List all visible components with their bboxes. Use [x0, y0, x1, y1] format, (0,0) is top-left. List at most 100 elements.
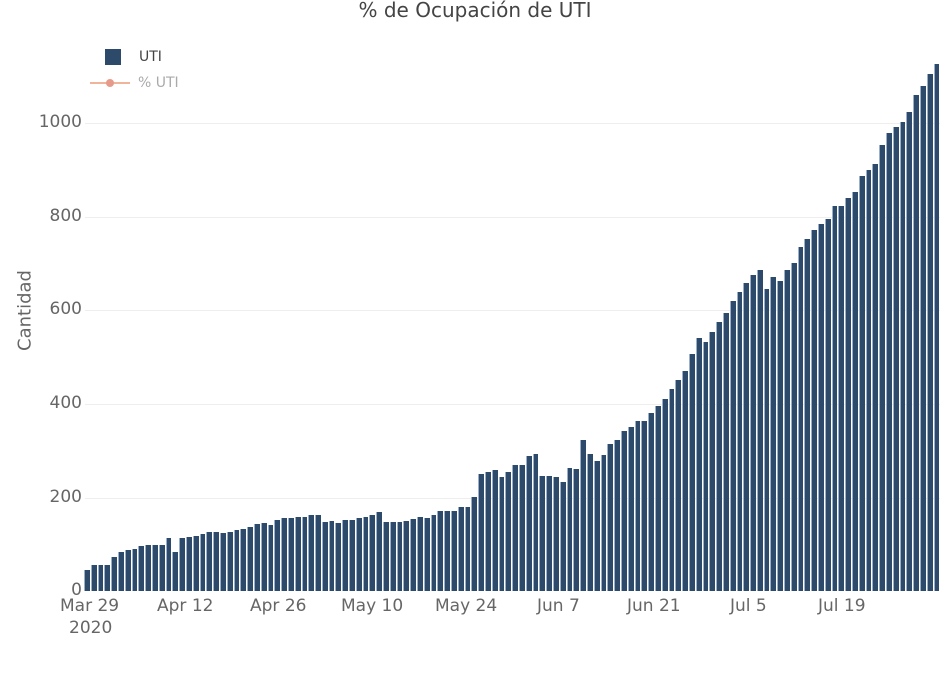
- bar[interactable]: [158, 545, 165, 591]
- bar[interactable]: [607, 444, 614, 591]
- bar[interactable]: [192, 536, 199, 591]
- bar[interactable]: [308, 515, 315, 591]
- bar[interactable]: [831, 205, 838, 591]
- bar[interactable]: [845, 197, 852, 591]
- bar[interactable]: [852, 191, 858, 591]
- bar[interactable]: [886, 132, 892, 591]
- bar[interactable]: [342, 519, 349, 591]
- bar[interactable]: [756, 269, 763, 591]
- bar[interactable]: [247, 526, 253, 591]
- bar[interactable]: [410, 518, 417, 591]
- bar[interactable]: [566, 467, 573, 591]
- bar[interactable]: [260, 523, 267, 591]
- bar[interactable]: [552, 476, 559, 591]
- bar[interactable]: [539, 475, 546, 591]
- bar[interactable]: [240, 529, 247, 591]
- bar[interactable]: [355, 518, 362, 591]
- bar[interactable]: [892, 127, 899, 591]
- bar[interactable]: [580, 439, 586, 591]
- bar[interactable]: [600, 454, 607, 591]
- bar[interactable]: [111, 556, 117, 591]
- bar[interactable]: [138, 546, 145, 591]
- bar[interactable]: [926, 73, 933, 591]
- bar[interactable]: [790, 262, 797, 591]
- bar[interactable]: [512, 465, 518, 591]
- bar[interactable]: [274, 519, 281, 591]
- bar[interactable]: [219, 532, 226, 591]
- bar[interactable]: [648, 413, 654, 591]
- bar[interactable]: [532, 453, 539, 591]
- bar[interactable]: [328, 520, 335, 591]
- bar[interactable]: [301, 517, 308, 591]
- bar[interactable]: [872, 164, 879, 591]
- bar[interactable]: [668, 388, 675, 591]
- bar[interactable]: [315, 515, 321, 591]
- bar[interactable]: [498, 476, 505, 591]
- bar[interactable]: [206, 532, 213, 591]
- bar[interactable]: [233, 530, 240, 591]
- bar[interactable]: [383, 522, 389, 591]
- bar[interactable]: [546, 475, 552, 591]
- bar[interactable]: [906, 111, 913, 591]
- bar[interactable]: [695, 337, 702, 591]
- legend-item-uti[interactable]: UTI: [90, 44, 179, 70]
- bar[interactable]: [145, 545, 151, 591]
- bar[interactable]: [464, 506, 471, 591]
- bar[interactable]: [620, 430, 627, 591]
- bar[interactable]: [369, 515, 376, 591]
- bar[interactable]: [702, 342, 709, 591]
- plot-area[interactable]: [84, 60, 940, 591]
- bar[interactable]: [593, 460, 600, 591]
- bar[interactable]: [457, 506, 464, 591]
- bar[interactable]: [688, 354, 695, 591]
- bar[interactable]: [743, 283, 750, 591]
- bar[interactable]: [430, 515, 437, 591]
- bar[interactable]: [403, 520, 410, 591]
- bar[interactable]: [899, 122, 906, 591]
- bar[interactable]: [97, 565, 104, 591]
- bar[interactable]: [736, 291, 743, 591]
- bar[interactable]: [437, 510, 444, 591]
- bar[interactable]: [722, 313, 729, 591]
- bar[interactable]: [682, 371, 688, 591]
- bar[interactable]: [913, 94, 920, 591]
- bar[interactable]: [777, 281, 784, 591]
- bar[interactable]: [485, 472, 491, 591]
- bar[interactable]: [376, 511, 383, 591]
- bar[interactable]: [84, 569, 90, 591]
- bar[interactable]: [865, 169, 872, 591]
- bar[interactable]: [763, 289, 770, 591]
- bar[interactable]: [444, 510, 451, 591]
- bar[interactable]: [213, 532, 219, 591]
- bar[interactable]: [396, 522, 403, 591]
- bar[interactable]: [661, 399, 668, 591]
- bar[interactable]: [784, 269, 790, 591]
- bar[interactable]: [641, 421, 648, 591]
- bar[interactable]: [417, 517, 423, 591]
- bar[interactable]: [525, 456, 532, 591]
- bar[interactable]: [451, 510, 457, 591]
- bar[interactable]: [811, 230, 818, 591]
- bar[interactable]: [818, 224, 824, 591]
- bar[interactable]: [750, 275, 756, 591]
- bar[interactable]: [179, 538, 185, 591]
- bar[interactable]: [491, 470, 498, 591]
- bar[interactable]: [675, 379, 682, 591]
- bar[interactable]: [124, 550, 131, 591]
- bar[interactable]: [104, 565, 111, 591]
- bar[interactable]: [199, 533, 206, 591]
- bar[interactable]: [471, 496, 478, 591]
- bar[interactable]: [920, 85, 926, 591]
- bar[interactable]: [151, 545, 158, 591]
- bar[interactable]: [559, 481, 566, 591]
- bar[interactable]: [716, 321, 722, 591]
- bar[interactable]: [294, 517, 301, 591]
- bar[interactable]: [423, 518, 430, 591]
- bar[interactable]: [627, 427, 634, 591]
- bar[interactable]: [131, 548, 138, 591]
- bar[interactable]: [185, 537, 192, 591]
- bar[interactable]: [573, 468, 580, 591]
- bar[interactable]: [586, 453, 593, 591]
- bar[interactable]: [267, 525, 274, 591]
- bar[interactable]: [709, 332, 716, 591]
